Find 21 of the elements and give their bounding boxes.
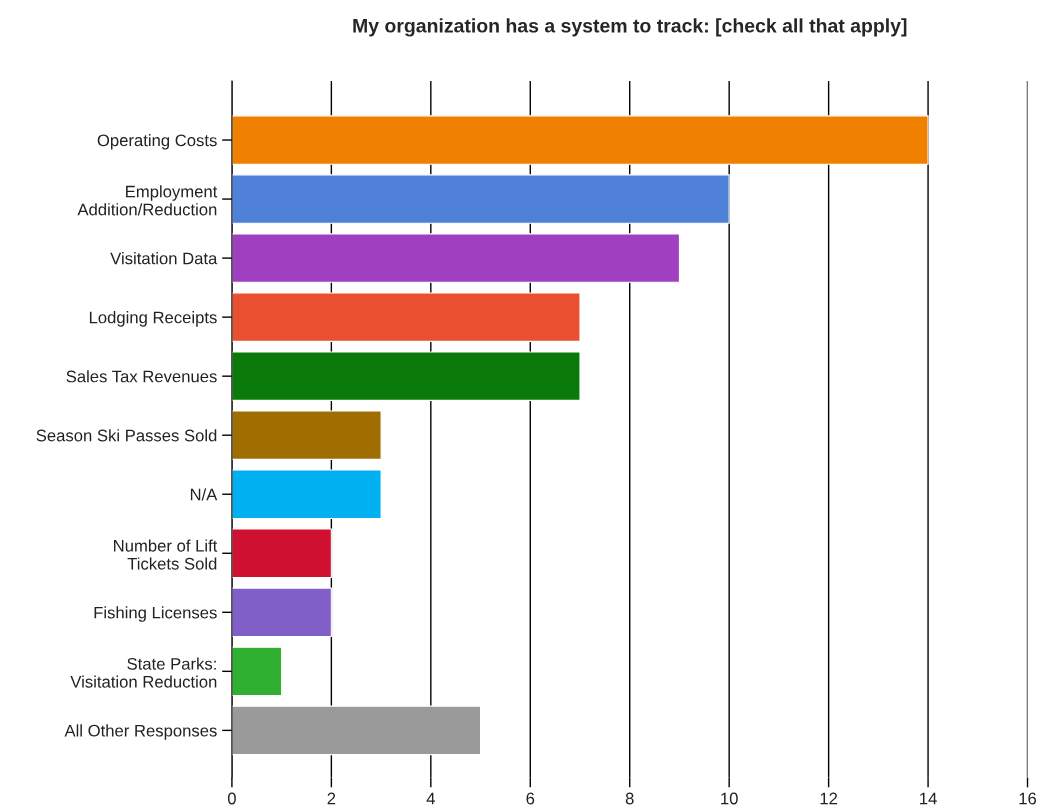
y-tick-label: Operating Costs (97, 133, 217, 150)
y-tick-label: Employment Addition/Reduction (77, 185, 218, 216)
y-tick-label: Visitation Data (110, 252, 218, 265)
y-tick-label: Season Ski Passes Sold (36, 429, 217, 442)
x-tick-label: 10 (721, 792, 738, 805)
y-tick-label: Sales Tax Revenues (66, 370, 217, 383)
x-tick-label: 0 (227, 792, 236, 805)
x-tick-label: 4 (426, 792, 435, 805)
y-tick-label: Lodging Receipts (89, 311, 217, 327)
y-tick-label: Number of Lift Tickets Sold (114, 539, 218, 570)
chart-title: My organization has a system to track: [check all that apply] (353, 18, 907, 37)
y-tick-label: Fishing Licenses (94, 606, 217, 622)
y-tick-label: N/A (190, 488, 218, 501)
x-tick-label: 6 (526, 792, 535, 805)
x-tick-label: 2 (327, 792, 336, 805)
x-tick-label: 16 (1019, 792, 1037, 805)
x-tick-label: 8 (625, 792, 634, 805)
y-tick-label: State Parks: Visitation Reduction (70, 657, 217, 688)
x-tick-label: 14 (920, 792, 937, 805)
y-tick-label: All Other Responses (64, 724, 217, 740)
x-tick-label: 12 (820, 792, 838, 805)
